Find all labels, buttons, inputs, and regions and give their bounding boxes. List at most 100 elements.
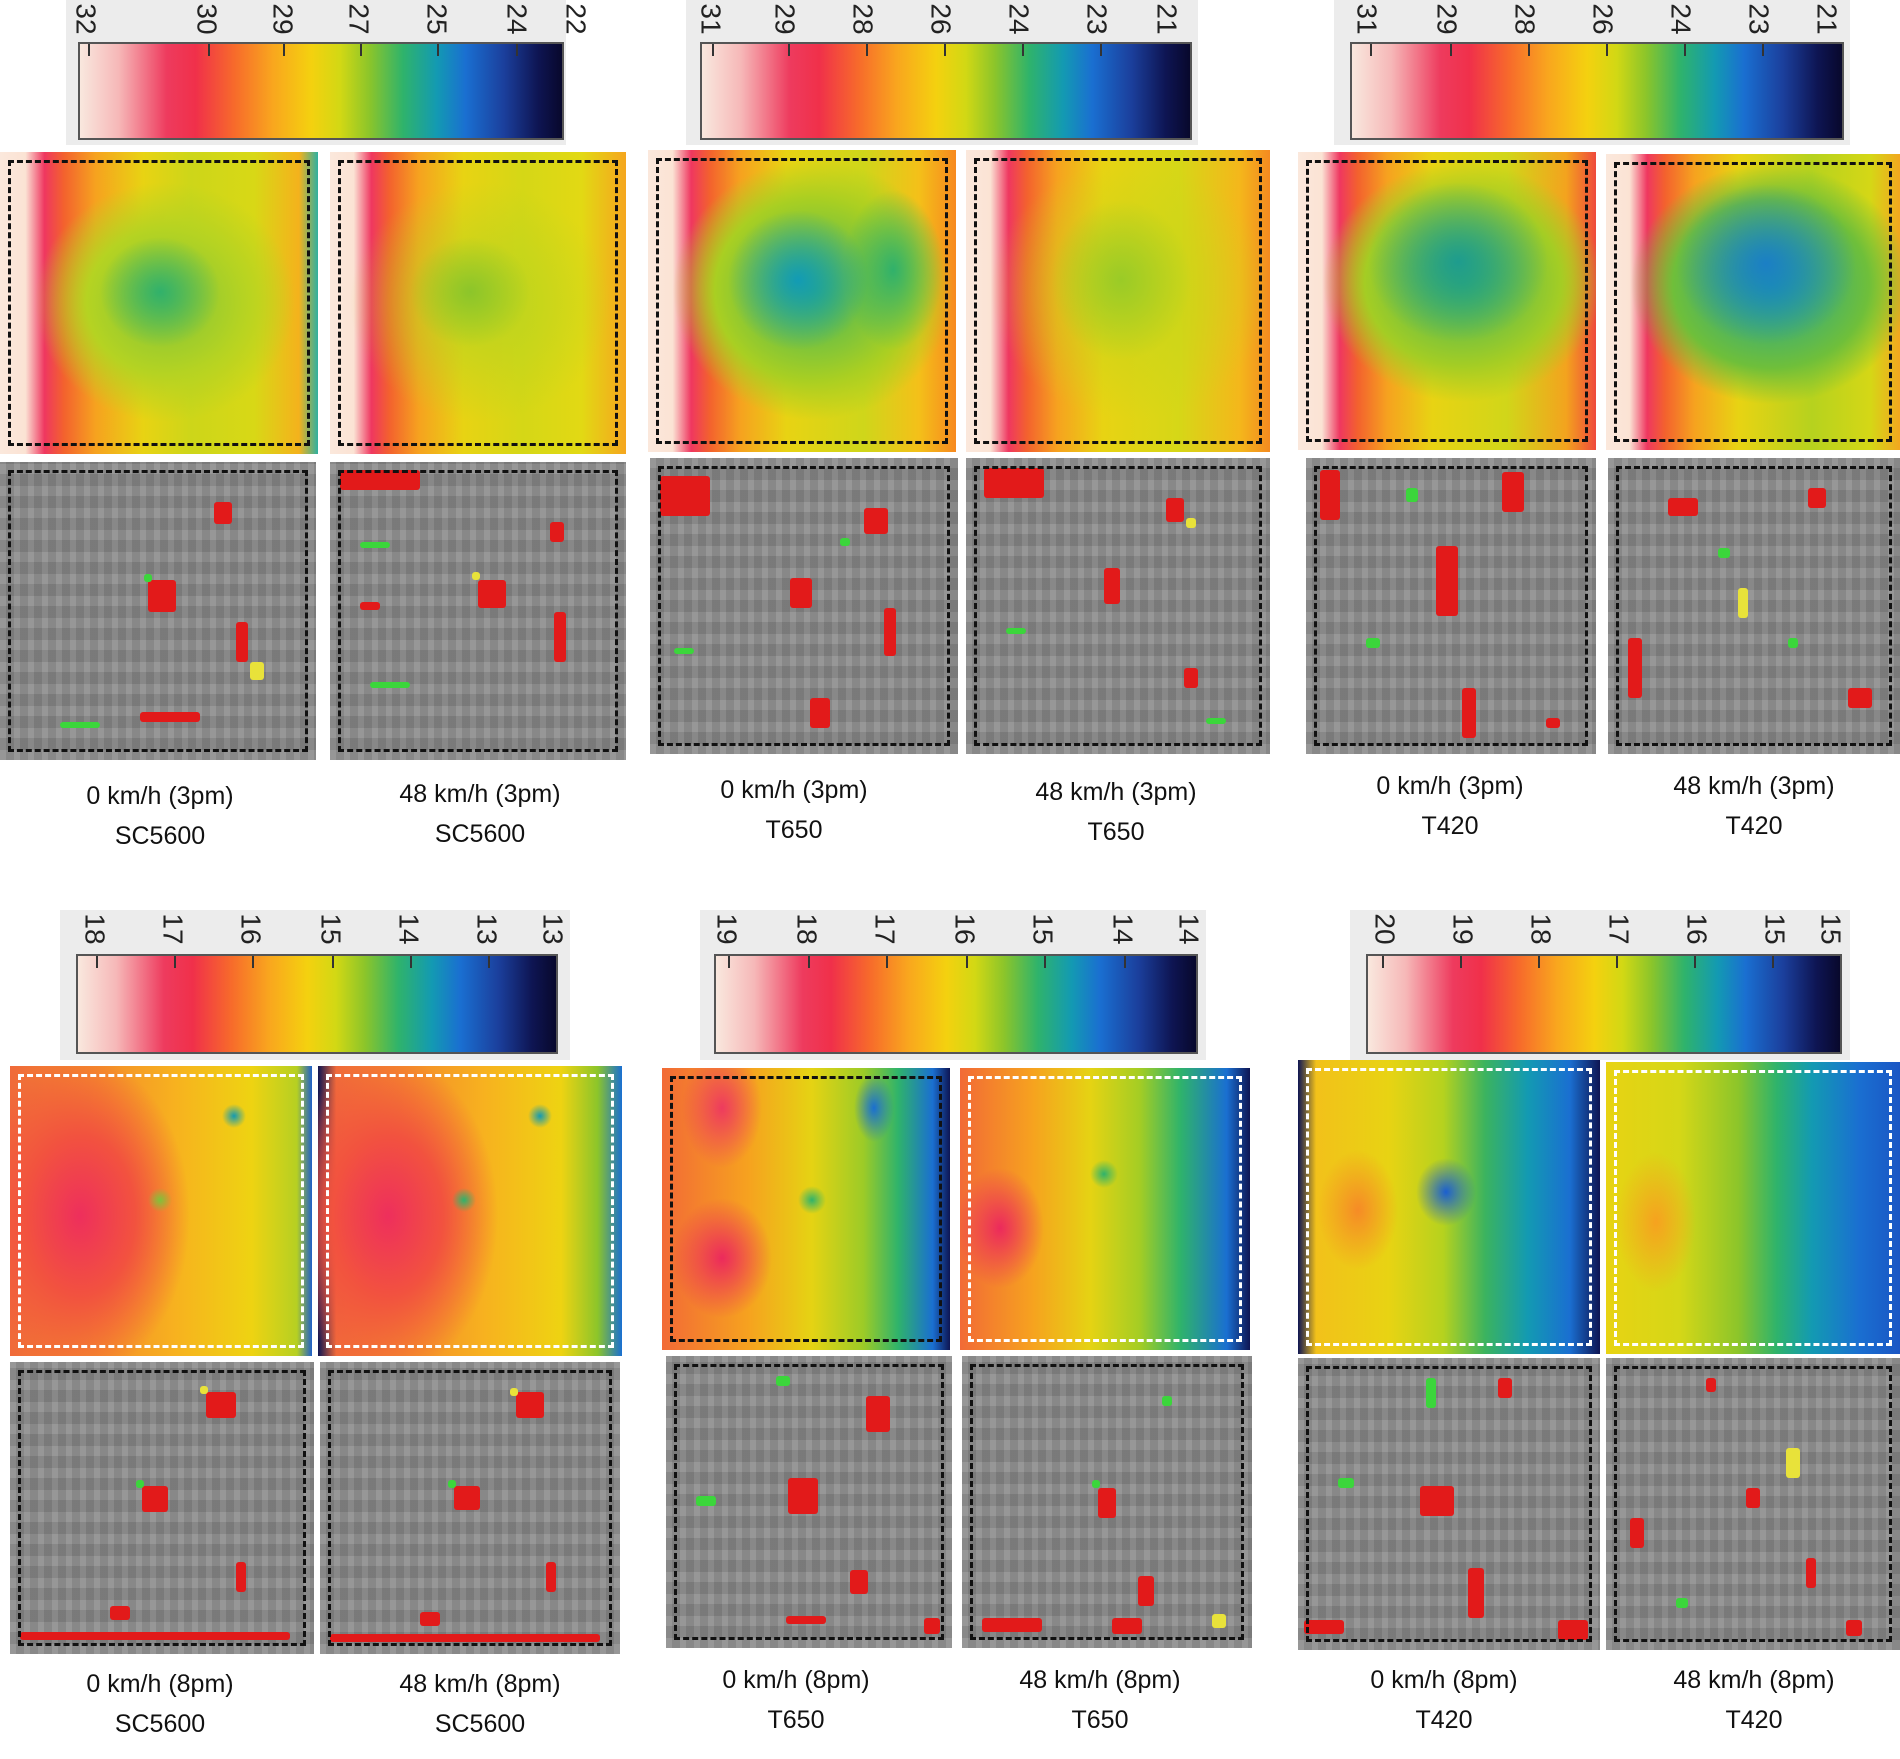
defect-image-t650-48kmh-3pm <box>966 458 1270 754</box>
caption-speed: 0 km/h (8pm) <box>1370 1666 1518 1694</box>
tick-label: 18 <box>80 913 111 945</box>
colorbar-gradient <box>76 954 558 1054</box>
caption-camera: T420 <box>1725 1706 1783 1734</box>
caption-t420-0kmh-3pm: 0 km/h (3pm) T420 <box>1310 766 1590 846</box>
caption-camera: T650 <box>1071 1706 1129 1734</box>
tick-label: 15 <box>316 913 347 945</box>
colorbar-t420-3pm: 31 29 28 26 24 23 21 <box>1334 0 1850 145</box>
thermal-image-sc5600-48kmh-3pm <box>330 152 626 454</box>
roi-boundary <box>674 1364 944 1640</box>
colorbar-sc5600-3pm: 32 30 29 27 25 24 22 <box>66 0 592 145</box>
tick-label: 23 <box>1082 3 1113 35</box>
caption-t420-48kmh-3pm: 48 km/h (3pm) T420 <box>1614 766 1894 846</box>
caption-camera: T420 <box>1421 812 1479 840</box>
tick-label: 15 <box>1816 913 1847 945</box>
colorbar-gradient <box>1366 954 1842 1054</box>
defect-image-sc5600-48kmh-3pm <box>330 462 626 760</box>
caption-t650-0kmh-3pm: 0 km/h (3pm) T650 <box>654 770 934 850</box>
colorbar-ticks: 31 29 28 26 24 23 21 <box>1334 0 1850 36</box>
caption-t650-48kmh-3pm: 48 km/h (3pm) T650 <box>976 772 1256 852</box>
defect-image-sc5600-48kmh-8pm <box>320 1362 620 1654</box>
tick-label: 29 <box>268 3 299 35</box>
thermal-image-t650-0kmh-8pm <box>662 1068 950 1350</box>
roi-boundary <box>18 1074 304 1348</box>
defect-image-t420-48kmh-8pm <box>1606 1358 1900 1650</box>
tick-label: 23 <box>1744 3 1775 35</box>
tick-label: 17 <box>870 913 901 945</box>
tick-label: 28 <box>1510 3 1541 35</box>
tick-label: 16 <box>950 913 981 945</box>
caption-speed: 0 km/h (8pm) <box>722 1666 870 1694</box>
tick-label: 22 <box>561 3 592 35</box>
tick-label: 28 <box>848 3 879 35</box>
roi-boundary <box>974 466 1262 746</box>
caption-sc5600-48kmh-8pm: 48 km/h (8pm) SC5600 <box>340 1664 620 1744</box>
roi-boundary <box>1614 162 1892 442</box>
tick-label: 30 <box>192 3 223 35</box>
defect-image-t420-0kmh-3pm <box>1306 458 1596 754</box>
roi-boundary <box>670 1076 942 1342</box>
tick-label: 32 <box>71 3 102 35</box>
roi-boundary <box>18 1370 306 1646</box>
thermal-image-sc5600-0kmh-3pm <box>0 152 318 454</box>
caption-speed: 0 km/h (3pm) <box>720 776 868 804</box>
caption-speed: 0 km/h (3pm) <box>86 782 234 810</box>
roi-boundary <box>656 158 948 444</box>
caption-speed: 48 km/h (3pm) <box>1035 778 1197 806</box>
caption-camera: SC5600 <box>114 822 206 850</box>
colorbar-ticks: 32 30 29 27 25 24 22 <box>66 0 592 36</box>
caption-speed: 48 km/h (3pm) <box>399 780 561 808</box>
colorbar-ticks: 19 18 17 16 15 14 14 <box>700 910 1206 946</box>
caption-t650-48kmh-8pm: 48 km/h (8pm) T650 <box>960 1660 1240 1740</box>
thermal-image-t420-0kmh-8pm <box>1298 1060 1600 1354</box>
colorbar-gradient <box>78 42 564 140</box>
roi-boundary <box>1306 1068 1592 1346</box>
thermal-image-t650-48kmh-3pm <box>966 150 1270 452</box>
thermal-image-sc5600-0kmh-8pm <box>10 1066 312 1356</box>
defect-image-sc5600-0kmh-3pm <box>0 462 316 760</box>
tick-label: 14 <box>1108 913 1139 945</box>
tick-label: 14 <box>1174 913 1205 945</box>
tick-label: 13 <box>538 913 569 945</box>
tick-label: 17 <box>158 913 189 945</box>
roi-boundary <box>974 158 1262 444</box>
tick-label: 16 <box>1682 913 1713 945</box>
tick-label: 17 <box>1604 913 1635 945</box>
tick-label: 18 <box>1526 913 1557 945</box>
caption-speed: 48 km/h (8pm) <box>1673 1666 1835 1694</box>
colorbar-t650-3pm: 31 29 28 26 24 23 21 <box>686 0 1198 145</box>
roi-boundary <box>1614 1070 1892 1346</box>
defect-image-t420-48kmh-3pm <box>1608 458 1900 754</box>
roi-boundary <box>338 160 618 446</box>
defect-image-t650-48kmh-8pm <box>962 1356 1252 1648</box>
roi-boundary <box>1306 1366 1592 1642</box>
caption-camera: SC5600 <box>114 1710 206 1738</box>
caption-camera: T650 <box>1087 818 1145 846</box>
roi-boundary <box>338 470 618 752</box>
colorbar-ticks: 31 29 28 26 24 23 21 <box>686 0 1198 36</box>
colorbar-t420-8pm: 20 19 18 17 16 15 15 <box>1350 910 1850 1060</box>
thermal-image-t420-48kmh-8pm <box>1606 1062 1900 1354</box>
colorbar-gradient <box>700 42 1192 140</box>
roi-boundary <box>658 466 950 746</box>
caption-t650-0kmh-8pm: 0 km/h (8pm) T650 <box>656 1660 936 1740</box>
roi-boundary <box>326 1074 614 1348</box>
caption-speed: 48 km/h (8pm) <box>399 1670 561 1698</box>
caption-t420-48kmh-8pm: 48 km/h (8pm) T420 <box>1614 1660 1894 1740</box>
defect-image-t420-0kmh-8pm <box>1298 1358 1600 1650</box>
colorbar-gradient <box>1350 42 1844 140</box>
caption-t420-0kmh-8pm: 0 km/h (8pm) T420 <box>1304 1660 1584 1740</box>
tick-label: 24 <box>1004 3 1035 35</box>
tick-label: 19 <box>712 913 743 945</box>
colorbar-gradient <box>714 954 1198 1054</box>
colorbar-ticks: 20 19 18 17 16 15 15 <box>1350 910 1850 946</box>
tick-label: 24 <box>502 3 533 35</box>
tick-label: 13 <box>472 913 503 945</box>
tick-label: 31 <box>696 3 727 35</box>
thermal-image-t650-48kmh-8pm <box>960 1068 1250 1350</box>
thermal-image-t650-0kmh-3pm <box>648 150 956 452</box>
caption-camera: SC5600 <box>434 1710 526 1738</box>
caption-sc5600-0kmh-3pm: 0 km/h (3pm) SC5600 <box>20 776 300 856</box>
roi-boundary <box>8 160 310 446</box>
roi-boundary <box>1614 1366 1892 1642</box>
